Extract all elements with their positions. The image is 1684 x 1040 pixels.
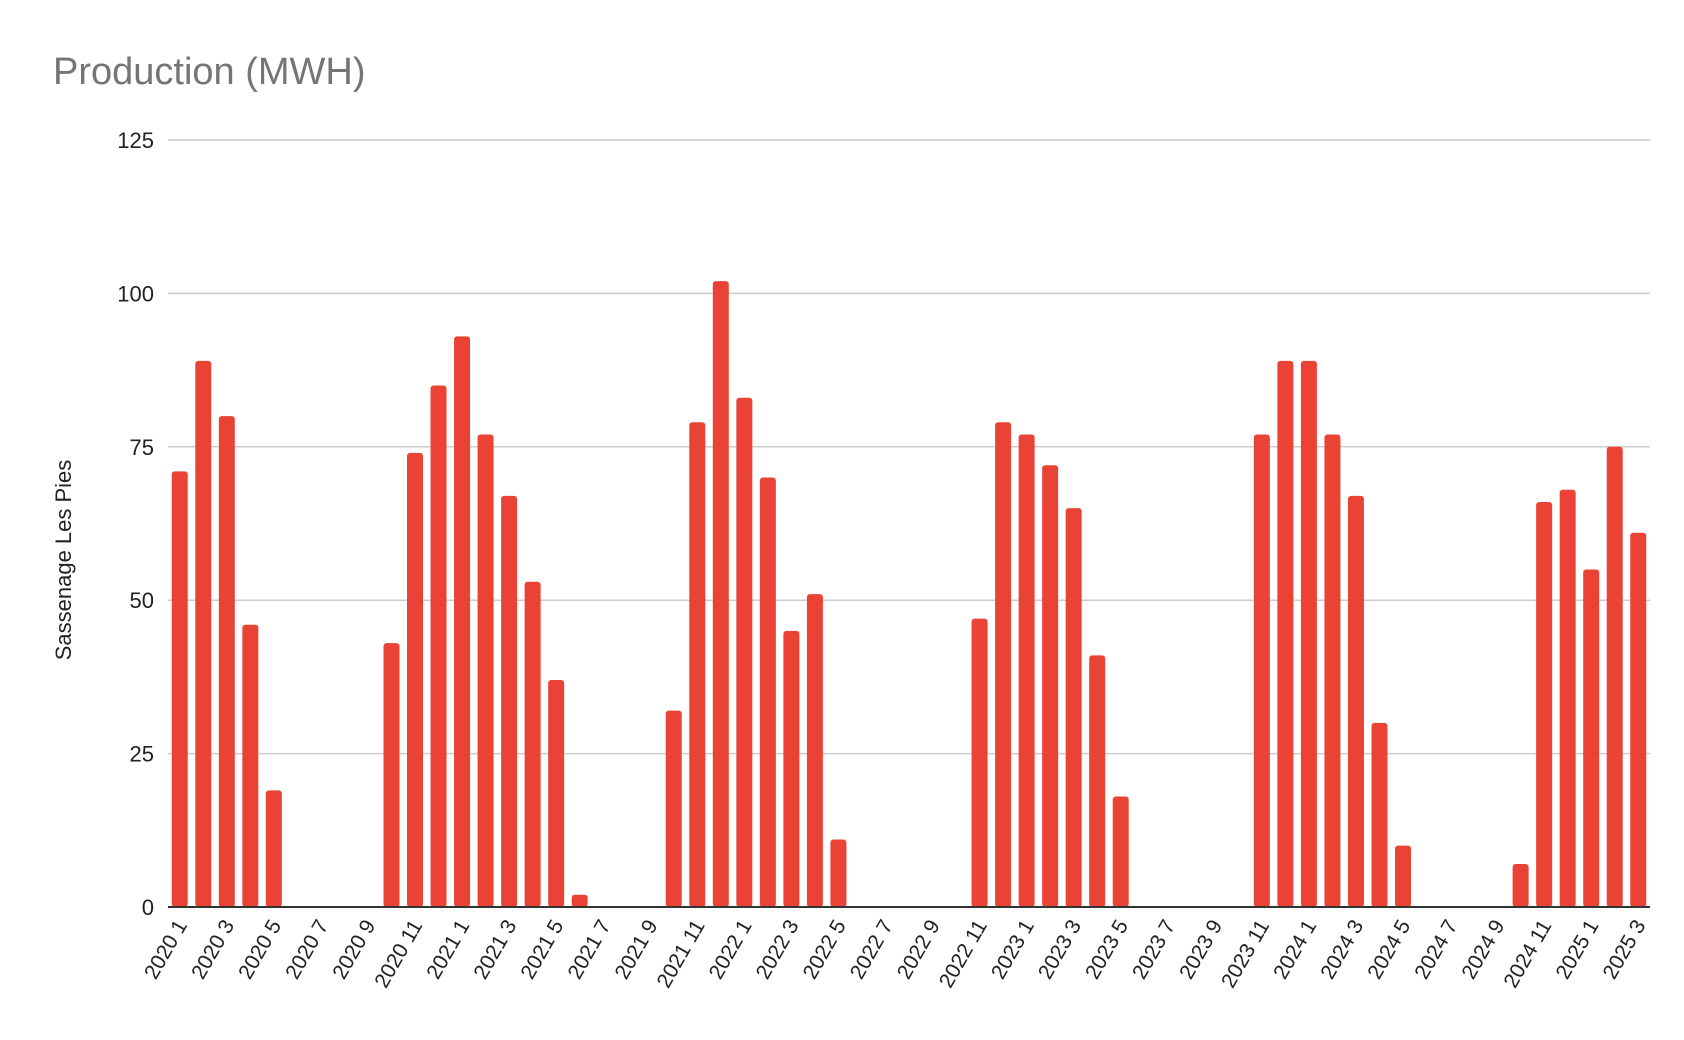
bar-2021-4 [524, 581, 541, 907]
x-tick-label: 2024 1 [1269, 916, 1321, 983]
bar-2021-2 [477, 434, 494, 907]
bar-2021-1 [454, 336, 471, 907]
x-tick-label: 2025 1 [1551, 916, 1603, 983]
y-tick-label: 75 [130, 435, 154, 460]
y-tick-label: 125 [117, 128, 154, 153]
x-tick-label: 2020 1 [140, 916, 192, 983]
bar-2020-12 [430, 385, 447, 907]
bar-2024-12 [1559, 489, 1576, 907]
x-tick-label: 2020 3 [187, 916, 239, 983]
x-tick-label: 2020 7 [281, 916, 333, 983]
bar-2024-3 [1347, 495, 1364, 907]
bar-2020-2 [195, 360, 212, 907]
x-tick-label: 2021 5 [516, 916, 568, 983]
bar-2022-5 [830, 839, 847, 907]
x-tick-label: 2021 3 [469, 916, 521, 983]
bar-2020-11 [407, 452, 423, 907]
bar-2022-4 [806, 594, 823, 907]
x-tick-label: 2023 9 [1175, 916, 1227, 983]
bar-2023-3 [1065, 508, 1082, 907]
bar-2023-11 [1253, 434, 1270, 907]
y-tick-label: 50 [130, 588, 154, 613]
x-tick-label: 2023 3 [1034, 916, 1086, 983]
bar-2020-5 [265, 790, 282, 907]
x-tick-label: 2020 5 [234, 916, 286, 983]
x-tick-label: 2021 1 [422, 916, 474, 983]
bar-2024-5 [1395, 845, 1411, 907]
bar-2021-6 [571, 894, 588, 907]
x-tick-label: 2024 3 [1316, 916, 1368, 983]
bar-2025-3 [1630, 532, 1647, 907]
bar-2024-11 [1536, 502, 1553, 907]
bar-2025-2 [1606, 446, 1623, 907]
bar-2023-2 [1042, 465, 1059, 907]
x-tick-label: 2025 3 [1599, 916, 1651, 983]
bar-2024-10 [1512, 864, 1529, 907]
x-tick-label: 2023 7 [1128, 916, 1180, 983]
bar-2023-5 [1112, 796, 1129, 907]
bar-2021-3 [501, 495, 518, 907]
chart-title: Production (MWH) [53, 51, 366, 93]
y-axis-label: Sassenage Les Pies [51, 460, 76, 661]
bar-2024-2 [1324, 434, 1341, 907]
bar-2020-4 [242, 624, 259, 907]
bar-2023-12 [1277, 360, 1294, 907]
bar-2024-1 [1300, 360, 1317, 907]
bar-2022-12 [995, 422, 1012, 907]
bar-2020-1 [171, 471, 188, 907]
bar-2021-10 [665, 710, 682, 907]
bar-2021-5 [548, 679, 565, 907]
bar-2020-3 [218, 416, 235, 907]
bar-2022-2 [759, 477, 776, 907]
bar-2022-3 [783, 630, 800, 907]
x-tick-label: 2024 9 [1457, 916, 1509, 983]
x-tick-label: 2022 7 [846, 916, 898, 983]
x-tick-label: 2022 1 [705, 916, 757, 983]
x-tick-label: 2023 5 [1081, 916, 1133, 983]
x-tick-label: 2023 1 [987, 916, 1039, 983]
bar-2023-1 [1018, 434, 1035, 907]
bar-2022-1 [736, 397, 753, 907]
bar-2023-4 [1089, 655, 1106, 907]
y-tick-label: 0 [142, 895, 154, 920]
y-tick-label: 25 [130, 742, 154, 767]
x-tick-label: 2021 7 [563, 916, 615, 983]
x-tick-label: 2020 9 [328, 916, 380, 983]
x-tick-label: 2024 7 [1410, 916, 1462, 983]
x-tick-label: 2022 5 [799, 916, 851, 983]
bar-2024-4 [1371, 722, 1388, 907]
bars [171, 281, 1647, 907]
x-tick-label: 2024 5 [1363, 916, 1415, 983]
x-tick-label: 2021 9 [611, 916, 663, 983]
bar-2022-11 [971, 618, 988, 907]
bar-2021-11 [689, 422, 706, 907]
y-tick-label: 100 [117, 281, 154, 306]
bar-2025-1 [1583, 569, 1600, 907]
bar-2021-12 [712, 281, 729, 907]
x-tick-label: 2022 9 [893, 916, 945, 983]
x-tick-label: 2022 3 [752, 916, 804, 983]
y-tick-labels: 0 25 50 75 100 125 [117, 128, 154, 920]
bar-2020-10 [383, 643, 400, 907]
